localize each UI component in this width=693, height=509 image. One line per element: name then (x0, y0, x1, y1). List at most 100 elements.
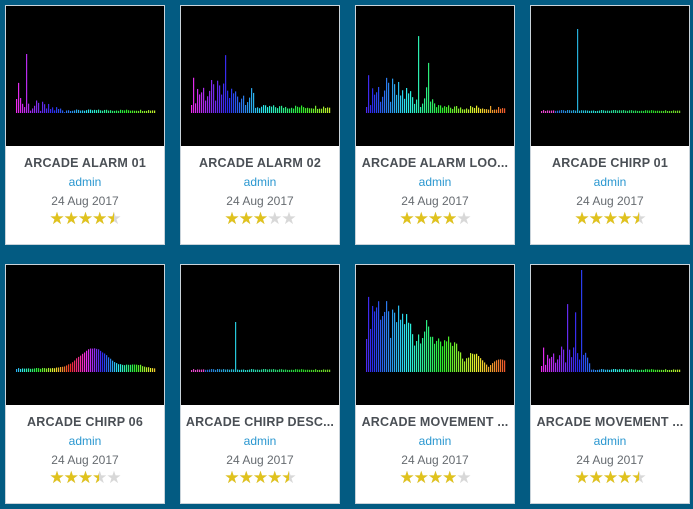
waveform-bar (90, 348, 92, 372)
star-icon[interactable]: ★★ (238, 468, 254, 487)
waveform-bar (148, 367, 150, 372)
waveform-bar (482, 108, 484, 113)
sound-title[interactable]: ARCADE MOVEMENT ... (361, 415, 509, 429)
star-icon[interactable]: ★★ (238, 209, 254, 228)
waveform-image[interactable] (6, 265, 164, 405)
star-rating[interactable]: ★★★★★★★★★★ (6, 469, 164, 487)
star-icon[interactable]: ★★ (602, 209, 618, 228)
waveform-bar (293, 108, 295, 113)
waveform-bar (259, 108, 261, 113)
star-rating[interactable]: ★★★★★★★★★★ (531, 210, 689, 228)
star-icon[interactable]: ★★ (63, 209, 79, 228)
sound-card[interactable]: ARCADE CHIRP 06 admin 24 Aug 2017 ★ ★ ★ ★ ★ ★… (5, 264, 165, 504)
star-icon[interactable]: ★★ (106, 209, 121, 228)
waveform-image[interactable] (531, 6, 689, 146)
star-icon[interactable]: ★★ (588, 468, 604, 487)
waveform-bar (472, 353, 474, 372)
star-icon[interactable]: ★★ (224, 209, 239, 228)
sound-title[interactable]: ARCADE ALARM 02 (199, 156, 321, 170)
star-icon[interactable]: ★★ (574, 209, 589, 228)
waveform-image[interactable] (356, 6, 514, 146)
waveform-bar (613, 369, 615, 372)
star-rating[interactable]: ★★★★★★★★★★ (531, 469, 689, 487)
star-icon[interactable]: ★★ (252, 468, 268, 487)
waveform-bar (191, 370, 193, 372)
star-icon[interactable]: ★★ (456, 468, 471, 487)
author-link[interactable]: admin (418, 434, 452, 448)
waveform-image[interactable] (6, 6, 164, 146)
author-link[interactable]: admin (418, 175, 452, 189)
waveform-bar (313, 369, 315, 372)
star-icon[interactable]: ★★ (442, 209, 457, 228)
star-icon[interactable]: ★★ (77, 209, 93, 228)
star-icon[interactable]: ★★ (427, 209, 443, 228)
star-icon[interactable]: ★★ (63, 468, 79, 487)
waveform-bar (623, 369, 625, 372)
waveform-image[interactable] (181, 6, 339, 146)
star-icon[interactable]: ★★ (427, 468, 443, 487)
sound-card[interactable]: ARCADE ALARM 02 admin 24 Aug 2017 ★ ★ ★ ★ ★ ★… (180, 5, 340, 245)
sound-title[interactable]: ARCADE CHIRP DESC... (185, 415, 335, 429)
star-icon[interactable]: ★★ (588, 209, 604, 228)
author-link[interactable]: admin (68, 175, 102, 189)
waveform-bar (611, 369, 613, 372)
star-rating[interactable]: ★★★★★★★★★★ (356, 210, 514, 228)
star-icon[interactable]: ★★ (617, 468, 632, 487)
waveform-image[interactable] (531, 265, 689, 405)
sound-card[interactable]: ARCADE MOVEMENT ... admin 24 Aug 2017 ★ ★… (355, 264, 515, 504)
star-rating[interactable]: ★★★★★★★★★★ (181, 210, 339, 228)
star-rating[interactable]: ★★★★★★★★★★ (356, 469, 514, 487)
waveform-bar (124, 365, 126, 372)
star-icon[interactable]: ★★ (399, 468, 414, 487)
waveform-bar (46, 108, 48, 113)
star-icon[interactable]: ★★ (252, 209, 268, 228)
author-link[interactable]: admin (68, 434, 102, 448)
star-icon[interactable]: ★★ (267, 468, 282, 487)
sound-card[interactable]: ARCADE CHIRP 01 admin 24 Aug 2017 ★ ★ ★ ★ ★ ★… (530, 5, 690, 245)
sound-title[interactable]: ARCADE CHIRP 01 (552, 156, 668, 170)
star-icon[interactable]: ★★ (281, 468, 296, 487)
star-rating[interactable]: ★★★★★★★★★★ (6, 210, 164, 228)
star-icon[interactable]: ★★ (602, 468, 618, 487)
star-icon[interactable]: ★★ (631, 468, 646, 487)
sound-title[interactable]: ARCADE MOVEMENT ... (536, 415, 684, 429)
star-icon[interactable]: ★★ (49, 468, 64, 487)
star-icon[interactable]: ★★ (617, 209, 632, 228)
waveform-bar (60, 367, 62, 372)
sound-title[interactable]: ARCADE CHIRP 06 (27, 415, 143, 429)
sound-card[interactable]: ARCADE ALARM LOO... admin 24 Aug 2017 ★ ★… (355, 5, 515, 245)
author-link[interactable]: admin (593, 434, 627, 448)
star-icon[interactable]: ★★ (49, 209, 64, 228)
waveform-image[interactable] (181, 265, 339, 405)
star-icon[interactable]: ★★ (413, 468, 429, 487)
sound-card[interactable]: ARCADE CHIRP DESC... admin 24 Aug 2017 ★… (180, 264, 340, 504)
star-icon[interactable]: ★★ (92, 468, 107, 487)
star-icon[interactable]: ★★ (456, 209, 471, 228)
star-icon[interactable]: ★★ (399, 209, 414, 228)
waveform-bar (545, 364, 547, 372)
star-icon[interactable]: ★★ (267, 209, 282, 228)
waveform-bar (661, 369, 663, 372)
author-link[interactable]: admin (243, 434, 277, 448)
sound-title[interactable]: ARCADE ALARM 01 (24, 156, 146, 170)
star-icon[interactable]: ★★ (413, 209, 429, 228)
author-link[interactable]: admin (593, 175, 627, 189)
star-icon[interactable]: ★★ (77, 468, 93, 487)
waveform-bar (64, 366, 66, 372)
star-icon[interactable]: ★★ (281, 209, 296, 228)
star-icon[interactable]: ★★ (92, 209, 107, 228)
sound-card[interactable]: ARCADE MOVEMENT ... admin 24 Aug 2017 ★ ★… (530, 264, 690, 504)
star-icon[interactable]: ★★ (106, 468, 121, 487)
star-icon[interactable]: ★★ (574, 468, 589, 487)
waveform-bar (215, 369, 217, 372)
star-icon[interactable]: ★★ (442, 468, 457, 487)
star-rating[interactable]: ★★★★★★★★★★ (181, 469, 339, 487)
waveform-bar (418, 36, 420, 113)
star-icon[interactable]: ★★ (224, 468, 239, 487)
sound-title[interactable]: ARCADE ALARM LOO... (361, 156, 509, 170)
author-link[interactable]: admin (243, 175, 277, 189)
star-icon[interactable]: ★★ (631, 209, 646, 228)
waveform-bar (396, 94, 398, 113)
waveform-image[interactable] (356, 265, 514, 405)
sound-card[interactable]: ARCADE ALARM 01 admin 24 Aug 2017 ★ ★ ★ ★ ★ ★… (5, 5, 165, 245)
